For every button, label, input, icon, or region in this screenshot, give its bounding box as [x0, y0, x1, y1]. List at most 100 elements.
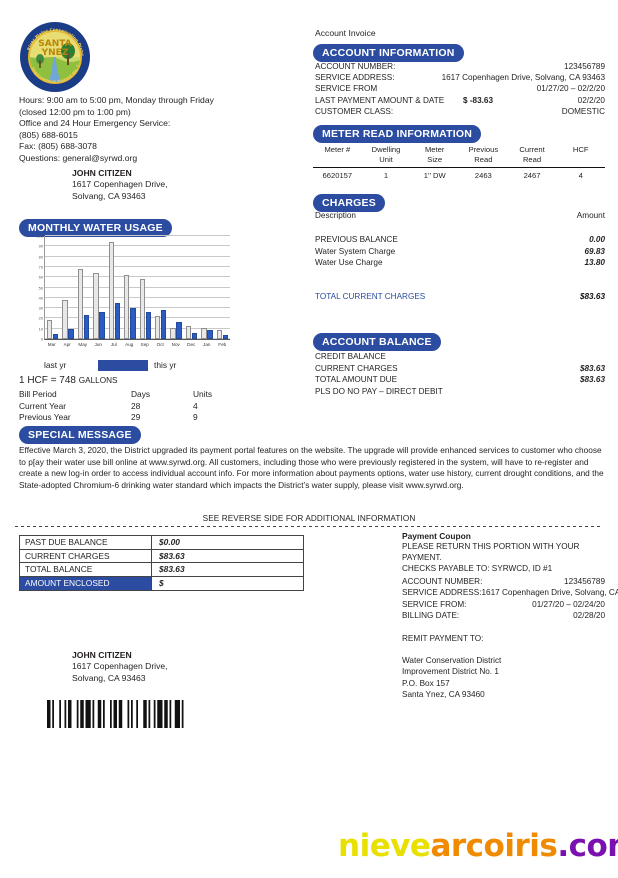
hours-line-3: Office and 24 Hour Emergency Service: [19, 118, 171, 129]
charges-column-headers: Description Amount [315, 211, 605, 220]
account-balance-amount: $83.63 [579, 375, 605, 385]
meter-read-information-heading: METER READ INFORMATION [313, 125, 482, 143]
meter-column-header: Meter # [313, 145, 362, 165]
contact-email: Questions: general@syrwd.org [19, 152, 138, 163]
meter-column-header-line1: Meter # [324, 145, 351, 154]
hcf-note-value: 748 [59, 375, 79, 386]
chart-gridline: 50 [39, 285, 230, 290]
total-current-charges-row: TOTAL CURRENT CHARGES $83.63 [315, 292, 605, 301]
coupon-instruction-line1: PLEASE RETURN THIS PORTION WITH YOUR PAY… [402, 542, 580, 562]
chart-bar-group [60, 236, 75, 339]
chart-bar-last-yr [124, 275, 130, 339]
chart-gridline: 0 [41, 337, 230, 342]
stub-label: CURRENT CHARGES [20, 549, 152, 562]
charge-line-item: Water System Charge 69.83 [315, 246, 605, 258]
chart-gridline: 30 [39, 306, 230, 311]
chart-bar-last-yr [139, 279, 145, 339]
perforation-divider [15, 526, 603, 527]
chart-bar-this-yr [68, 328, 74, 339]
chart-bar-this-yr [83, 315, 90, 339]
charge-amount: 0.00 [589, 235, 605, 244]
coupon-value: 01/27/20 – 02/24/20 [532, 599, 605, 609]
meter-column-header: Previous Read [459, 145, 508, 165]
chart-y-tick-label: 20 [38, 316, 43, 322]
account-balance-row: CREDIT BALANCE [315, 351, 605, 363]
account-info-label: SERVICE ADDRESS: [315, 73, 395, 83]
charge-amount: 69.83 [584, 246, 606, 256]
stub-value: $83.63 [159, 550, 185, 561]
meter-column-header: Dwelling Unit [362, 145, 411, 165]
meter-column-header-line2 [556, 155, 605, 165]
account-info-row: SERVICE ADDRESS: 1617 Copenhagen Drive, S… [315, 72, 605, 83]
meter-column-header-line2: Read [474, 155, 493, 164]
account-info-label: SERVICE FROM [315, 84, 378, 94]
hours-line-2: (closed 12:00 pm to 1:00 pm) [19, 106, 131, 117]
watermark-part-1: nieve [338, 828, 431, 864]
customer-name: JOHN CITIZEN [72, 168, 132, 178]
meter-column-header-line2: Read [522, 155, 542, 164]
chart-x-tick-label: Jun [94, 342, 102, 347]
customer-address-line2: Solvang, CA 93463 [72, 190, 146, 201]
stub-customer-name: JOHN CITIZEN [72, 650, 132, 660]
coupon-label: SERVICE ADDRESS: [402, 588, 482, 598]
bill-period-current-units: 4 [193, 400, 198, 411]
bill-period-previous-units: 9 [193, 412, 198, 422]
account-info-value: 1617 Copenhagen Drive, Solvang, CA 93463 [441, 73, 605, 83]
legend-swatch [98, 360, 148, 371]
charge-line-item: Water Use Charge 13.80 [315, 257, 605, 269]
chart-bar-this-yr [176, 321, 182, 339]
account-info-mid-value [463, 106, 523, 117]
account-info-mid-value: $ -83.63 [463, 95, 494, 105]
account-balance-amount: $83.63 [579, 363, 605, 373]
meter-column-header: Current Read [508, 145, 557, 165]
chart-bar-last-yr [170, 327, 176, 339]
watermark-part-2: arcoiris [430, 828, 558, 864]
stub-customer-address-line1: 1617 Copenhagen Drive, [72, 661, 168, 672]
chart-bar-group [199, 236, 214, 339]
chart-y-tick-label: 50 [38, 285, 43, 291]
fax-number: Fax: (805) 688-3078 [19, 141, 97, 152]
chart-bar-last-yr [185, 325, 192, 339]
meter-column-header-line1: Current [519, 145, 545, 154]
bill-period-table: Bill Period Days Units Current Year 28 4… [19, 389, 249, 424]
chart-x-tick-label: Nov [171, 342, 180, 347]
chart-x-tick-label: Oct [156, 342, 164, 347]
chart-x-axis-labels: Mar Apr May Jun Jul Aug Sep Oct Nov Dec Jan Feb [44, 342, 230, 347]
chart-plot-area: 0 10 20 30 40 50 60 70 80 90 100 [37, 234, 230, 342]
coupon-row: ACCOUNT NUMBER: 123456789 [402, 576, 605, 587]
account-info-value: 01/27/20 – 02/2/20 [536, 84, 605, 94]
chart-y-tick-label: 0 [40, 336, 43, 342]
meter-column-header-line1: Previous [468, 145, 499, 154]
coupon-value: 123456789 [564, 577, 605, 586]
account-info-mid-value [463, 61, 523, 72]
account-balance-label: TOTAL AMOUNT DUE [315, 375, 398, 385]
account-balance-row: TOTAL AMOUNT DUE $83.63 [315, 374, 605, 386]
chart-y-tick-label: 100 [36, 233, 44, 239]
stub-row: AMOUNT ENCLOSED $ [20, 576, 303, 590]
stub-row: TOTAL BALANCE $83.63 [20, 563, 303, 577]
remit-address-line: Water Conservation District [402, 656, 502, 665]
account-info-label: ACCOUNT NUMBER: [315, 62, 396, 71]
account-balance-row: CURRENT CHARGES $83.63 [315, 363, 605, 375]
chart-bar-last-yr [62, 299, 68, 339]
meter-column-header-line2: Unit [379, 155, 393, 164]
account-info-row: ACCOUNT NUMBER: 123456789 [315, 61, 605, 72]
charges-col-amount: Amount [576, 211, 605, 220]
customer-address-top: JOHN CITIZEN 1617 Copenhagen Drive, Solv… [72, 168, 272, 202]
chart-bar-this-yr [130, 308, 136, 339]
bill-period-col-days: Days [131, 389, 151, 399]
meter-cell: 4 [578, 171, 583, 180]
account-balance-row: PLS DO NO PAY – DIRECT DEBIT [315, 386, 605, 398]
chart-bar-group [107, 236, 122, 339]
hours-line-1: Hours: 9:00 am to 5:00 pm, Monday throug… [19, 95, 214, 105]
chart-bar-last-yr [201, 327, 207, 339]
chart-bar-last-yr [154, 316, 161, 339]
special-message-body: Effective March 3, 2020, the District up… [19, 445, 604, 491]
chart-y-tick-label: 90 [38, 244, 43, 250]
chart-bar-group [153, 236, 168, 339]
hcf-conversion-note: 1 HCF = 748 GALLONS [19, 375, 117, 386]
account-info-row: CUSTOMER CLASS: DOMESTIC [315, 106, 605, 117]
stub-value[interactable]: $ [159, 578, 164, 589]
stub-value: $83.63 [159, 564, 185, 575]
coupon-instruction-line2: CHECKS PAYABLE TO: SYRWCD, ID #1 [402, 564, 553, 573]
